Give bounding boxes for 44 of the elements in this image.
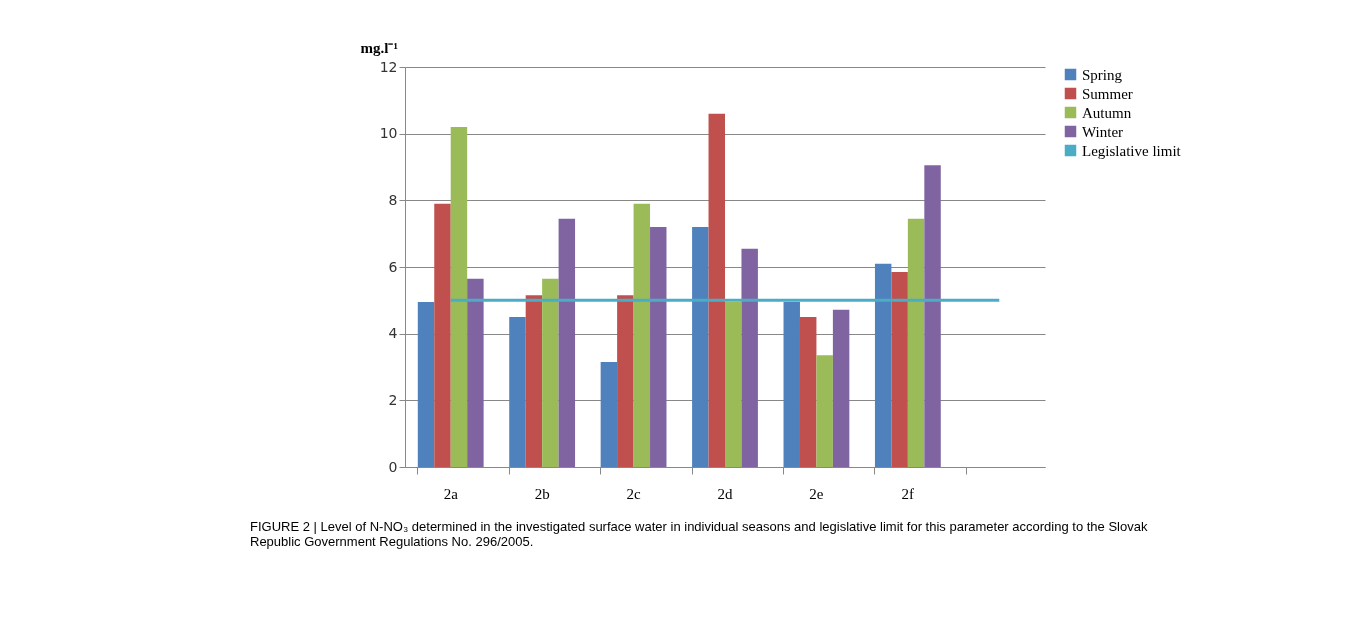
bar bbox=[692, 227, 709, 467]
bar bbox=[741, 248, 758, 467]
legend-label: Spring bbox=[1082, 66, 1123, 83]
bar bbox=[434, 203, 451, 467]
x-tick-label: 2a bbox=[443, 485, 459, 502]
bar bbox=[617, 295, 634, 467]
y-tick-label: 6 bbox=[388, 258, 398, 275]
bar bbox=[783, 302, 800, 467]
bar bbox=[907, 218, 925, 467]
bar bbox=[725, 302, 742, 467]
y-tick-label: 4 bbox=[388, 325, 398, 342]
legend-label: Legislative limit bbox=[1082, 142, 1182, 159]
bar bbox=[708, 113, 725, 467]
x-tick-label: 2b bbox=[534, 485, 550, 502]
bar bbox=[558, 218, 576, 467]
bar bbox=[509, 317, 526, 467]
bar bbox=[542, 278, 559, 467]
legend-label: Autumn bbox=[1082, 104, 1132, 121]
bar bbox=[650, 227, 667, 467]
bar bbox=[799, 317, 817, 467]
bar bbox=[633, 203, 651, 467]
bar bbox=[891, 272, 908, 467]
legend-label: Winter bbox=[1082, 123, 1124, 140]
legend-label: Summer bbox=[1082, 85, 1133, 102]
bar bbox=[450, 127, 468, 467]
y-tick-label: 0 bbox=[388, 458, 398, 475]
y-tick-label: 10 bbox=[379, 125, 398, 142]
x-tick-label: 2f bbox=[901, 485, 915, 502]
caption: FIGURE 2 | Level of N-NO₃ determined in the investigated surface water in individual seasons and legislative limit for this parameter according to the Slovak Republic Government Regulations No. 296/2005. bbox=[250, 519, 1148, 549]
y-tick-label: 2 bbox=[388, 391, 398, 408]
y-axis-title: mg.l⁻¹ bbox=[360, 39, 398, 56]
bar bbox=[832, 309, 850, 467]
bar bbox=[417, 302, 435, 467]
bar bbox=[467, 278, 484, 467]
x-tick-label: 2e bbox=[809, 485, 824, 502]
bar bbox=[924, 165, 941, 467]
x-tick-label: 2d bbox=[717, 485, 733, 502]
bar bbox=[600, 362, 618, 467]
bar bbox=[816, 355, 833, 467]
bar bbox=[525, 295, 543, 467]
y-tick-label: 12 bbox=[379, 58, 398, 75]
bar bbox=[874, 263, 892, 467]
x-tick-label: 2c bbox=[626, 485, 641, 502]
y-tick-label: 8 bbox=[388, 191, 398, 208]
